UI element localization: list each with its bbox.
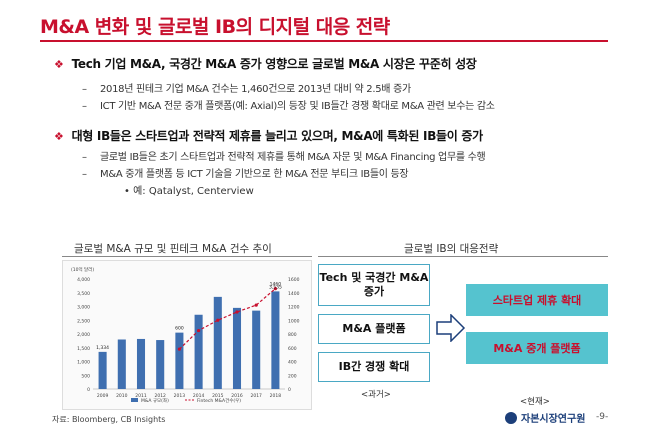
bullet-1-text: Tech 기업 M&A, 국경간 M&A 증가 영향으로 글로벌 M&A 시장은… — [71, 57, 477, 71]
right-axis-tick-label: 1200 — [288, 305, 300, 311]
line-point — [235, 310, 239, 314]
bar-mark — [252, 310, 261, 389]
line-point — [216, 318, 220, 322]
chart-unit-label: (10억 달러) — [71, 266, 94, 273]
x-tick-label: 2009 — [97, 393, 109, 399]
bullet-1-sub-2-text: ICT 기반 M&A 전문 중개 플랫폼(예: Axial)의 등장 및 IB들… — [100, 101, 495, 112]
x-tick-label: 2016 — [231, 393, 243, 399]
x-tick-label: 2013 — [174, 393, 186, 399]
x-tick-label: 2018 — [270, 393, 282, 399]
legend-line-label: Fintech M&A건수(우) — [197, 397, 241, 404]
bar-mark — [117, 339, 126, 389]
line-point — [197, 328, 201, 333]
diamond-bullet-icon: ❖ — [54, 130, 64, 143]
x-tick-label: 2012 — [154, 393, 166, 399]
left-axis-tick-label: 3,500 — [77, 291, 90, 297]
bullet-1: ❖ Tech 기업 M&A, 국경간 M&A 증가 영향으로 글로벌 M&A 시장… — [54, 55, 477, 72]
page-title: M&A 변화 및 글로벌 IB의 디지털 대응 전략 — [40, 16, 390, 38]
line-point — [254, 303, 258, 307]
right-axis-tick-label: 800 — [288, 332, 297, 338]
chart-section-label: 글로벌 M&A 규모 및 핀테크 M&A 건수 추이 — [74, 243, 272, 255]
x-tick-label: 2014 — [193, 393, 205, 399]
x-tick-label: 2010 — [116, 393, 128, 399]
left-axis-tick-label: 4,000 — [77, 277, 90, 283]
right-axis-tick-label: 1000 — [288, 318, 300, 324]
right-axis-tick-label: 1600 — [288, 277, 300, 283]
bar-mark — [213, 296, 222, 389]
strategy-box-3: IB간 경쟁 확대 — [318, 352, 430, 382]
bar-mark — [271, 291, 280, 389]
bar-mark — [194, 314, 203, 389]
bullet-1-sub-1-text: 2018년 핀테크 기업 M&A 건수는 1,460건으로 2013년 대비 약… — [100, 84, 411, 95]
left-axis-tick-label: 500 — [81, 373, 90, 379]
line-point — [177, 347, 181, 351]
strategy-box-1: Tech 및 국경간 M&A 증가 — [318, 264, 430, 306]
bar-mark — [175, 332, 184, 389]
strategy-section-divider — [318, 256, 608, 257]
page-number: -9- — [596, 412, 609, 422]
chart-section-divider — [62, 256, 312, 257]
bullet-2-sub-1: – 글로벌 IB들은 초기 스타트업과 전략적 제휴를 통해 M&A 자문 및 M… — [82, 152, 486, 163]
left-axis-tick-label: 1,500 — [77, 346, 90, 352]
combo-chart: (10억 달러) 0 500 1,000 1,500 2,000 2,500 3,000 3,5… — [71, 266, 300, 404]
left-axis-tick-label: 1,000 — [77, 360, 90, 366]
left-axis-tick-label: 2,500 — [77, 318, 90, 324]
x-tick-label: 2017 — [250, 393, 262, 399]
bullet-2: ❖ 대형 IB들은 스타트업과 전략적 제휴를 늘리고 있으며, M&A에 특화된… — [54, 127, 483, 144]
right-axis-tick-label: 1400 — [288, 291, 300, 297]
left-axis-tick-label: 2,000 — [77, 332, 90, 338]
x-tick-label: 2015 — [212, 393, 224, 399]
bar-mark — [136, 338, 146, 389]
diamond-bullet-icon: ❖ — [54, 58, 64, 71]
present-label: <현재> — [520, 397, 550, 407]
bullet-2-sub-2-text: M&A 중개 플랫폼 등 ICT 기술을 기반으로 한 M&A 전문 부티크 I… — [100, 169, 409, 180]
right-axis-tick-label: 400 — [288, 360, 297, 366]
strategy-box-2: M&A 플랫폼 — [318, 314, 430, 344]
bar-mark — [156, 340, 165, 389]
bullet-2-sub-1-text: 글로벌 IB들은 초기 스타트업과 전략적 제휴를 통해 M&A 자문 및 M&… — [100, 152, 486, 163]
left-axis-tick-label: 3,000 — [77, 305, 90, 311]
bullet-1-sub-1: –2018년 핀테크 기업 M&A 건수는 1,460건으로 2013년 대비 … — [82, 84, 411, 95]
data-label: 600 — [175, 326, 184, 332]
bullet-1-sub-2: – ICT 기반 M&A 전문 중개 플랫폼(예: Axial)의 등장 및 IB… — [82, 101, 495, 112]
logo-mark-icon — [505, 411, 517, 424]
right-axis-tick-label: 200 — [288, 373, 297, 379]
legend-bar-label: M&A 규모(좌) — [141, 397, 169, 404]
fintech-line — [178, 288, 276, 350]
data-label: 1460 — [270, 282, 282, 288]
bar-mark — [98, 351, 107, 389]
bullet-2-example: • 예: Qatalyst, Centerview — [124, 186, 254, 197]
x-tick-label: 2011 — [135, 393, 147, 399]
past-label: <과거> — [361, 390, 391, 400]
logo: 자본시장연구원 — [505, 410, 585, 425]
right-axis-tick-label: 600 — [288, 346, 297, 352]
source-note: 자료: Bloomberg, CB Insights — [52, 415, 166, 424]
chart-panel: (10억 달러) 0 500 1,000 1,500 2,000 2,500 3,000 3,5… — [62, 260, 312, 410]
result-box-2: M&A 중개 플랫폼 — [466, 332, 608, 364]
right-axis-tick-label: 0 — [288, 387, 291, 393]
data-label: 3,535 — [269, 284, 282, 290]
result-box-1: 스타트업 제휴 확대 — [466, 284, 608, 316]
left-axis-tick-label: 0 — [87, 387, 90, 393]
bar-mark — [232, 307, 242, 389]
line-point — [273, 287, 277, 291]
legend-bar-swatch — [131, 398, 138, 402]
right-arrow-icon — [436, 314, 466, 342]
bullet-2-sub-2: – M&A 중개 플랫폼 등 ICT 기술을 기반으로 한 M&A 전문 부티크 … — [82, 169, 409, 180]
data-label: 1,334 — [96, 345, 109, 351]
title-divider — [40, 40, 608, 42]
logo-text: 자본시장연구원 — [521, 414, 586, 425]
strategy-section-label: 글로벌 IB의 대응전략 — [404, 243, 499, 255]
bullet-2-text: 대형 IB들은 스타트업과 전략적 제휴를 늘리고 있으며, M&A에 특화된 … — [71, 129, 484, 143]
